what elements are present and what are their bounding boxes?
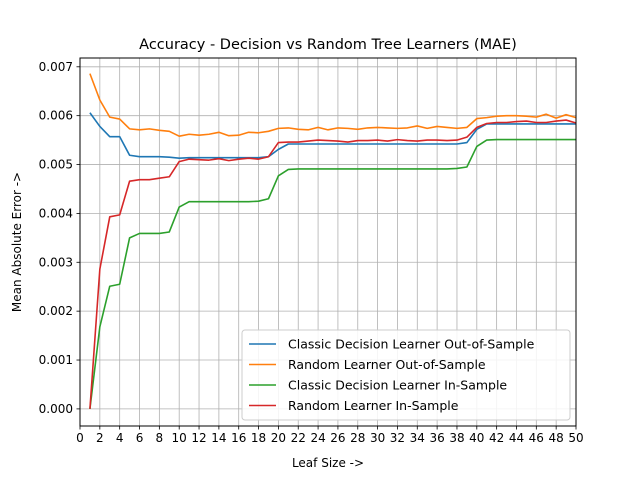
x-tick-label: 18 [251,431,266,445]
series-line-1 [89,112,576,159]
plot-frame [79,57,577,427]
x-tick-label: 46 [529,431,544,445]
x-tick-label: 32 [390,431,405,445]
y-tick-label: 0.005 [39,158,73,172]
x-tick-label: 22 [291,431,306,445]
legend-entry: Classic Decision Learner In-Sample [288,378,507,393]
y-axis-label: Mean Absolute Error -> [10,172,24,312]
y-tick-label: 0.001 [39,353,73,367]
plot-lines [89,73,577,409]
x-tick-label: 4 [116,431,124,445]
x-tick-label: 6 [136,431,144,445]
x-axis-label: Leaf Size -> [292,456,364,470]
y-tick-label: 0.006 [39,109,73,123]
y-tick-label: 0.002 [39,304,73,318]
legend-entry: Classic Decision Learner Out-of-Sample [288,337,535,352]
y-tick-label: 0.004 [39,206,73,220]
x-tick-label: 0 [76,431,84,445]
x-tick-label: 50 [568,431,583,445]
x-tick-label: 28 [350,431,365,445]
x-tick-label: 12 [191,431,206,445]
x-tick-label: 24 [310,431,325,445]
legend-entry: Random Learner Out-of-Sample [288,357,486,372]
x-tick-label: 30 [370,431,385,445]
x-tick-label: 38 [449,431,464,445]
x-axis-ticks: 0 2 4 6 8 10 12 14 16 18 20 22 24 26 28 30 32 34 36 38 40 42 4… [76,426,584,445]
y-tick-label: 0.000 [39,402,73,416]
legend-box [241,329,571,421]
x-tick-label: 16 [231,431,246,445]
y-tick-label: 0.007 [39,60,73,74]
x-tick-label: 20 [271,431,286,445]
series-line-3 [89,138,576,409]
x-tick-label: 2 [96,431,104,445]
x-tick-label: 48 [549,431,564,445]
y-tick-label: 0.003 [39,255,73,269]
x-tick-label: 44 [509,431,524,445]
series-line-4 [89,119,577,409]
x-tick-label: 26 [330,431,345,445]
x-tick-label: 40 [469,431,484,445]
x-tick-label: 42 [489,431,504,445]
chart-title: Accuracy - Decision vs Random Tree Learn… [139,37,517,53]
x-tick-label: 14 [211,431,226,445]
y-axis-ticks: 0.000 0.001 0.002 0.003 0.004 0.005 0.006 0.007 [39,60,80,416]
x-tick-label: 34 [410,431,425,445]
legend-entry: Random Learner In-Sample [288,398,459,413]
x-tick-label: 10 [172,431,187,445]
x-tick-label: 8 [156,431,164,445]
series-line-2 [89,73,577,137]
x-tick-label: 36 [429,431,444,445]
legend: Classic Decision Learner Out-of-Sample Ra… [241,329,571,421]
